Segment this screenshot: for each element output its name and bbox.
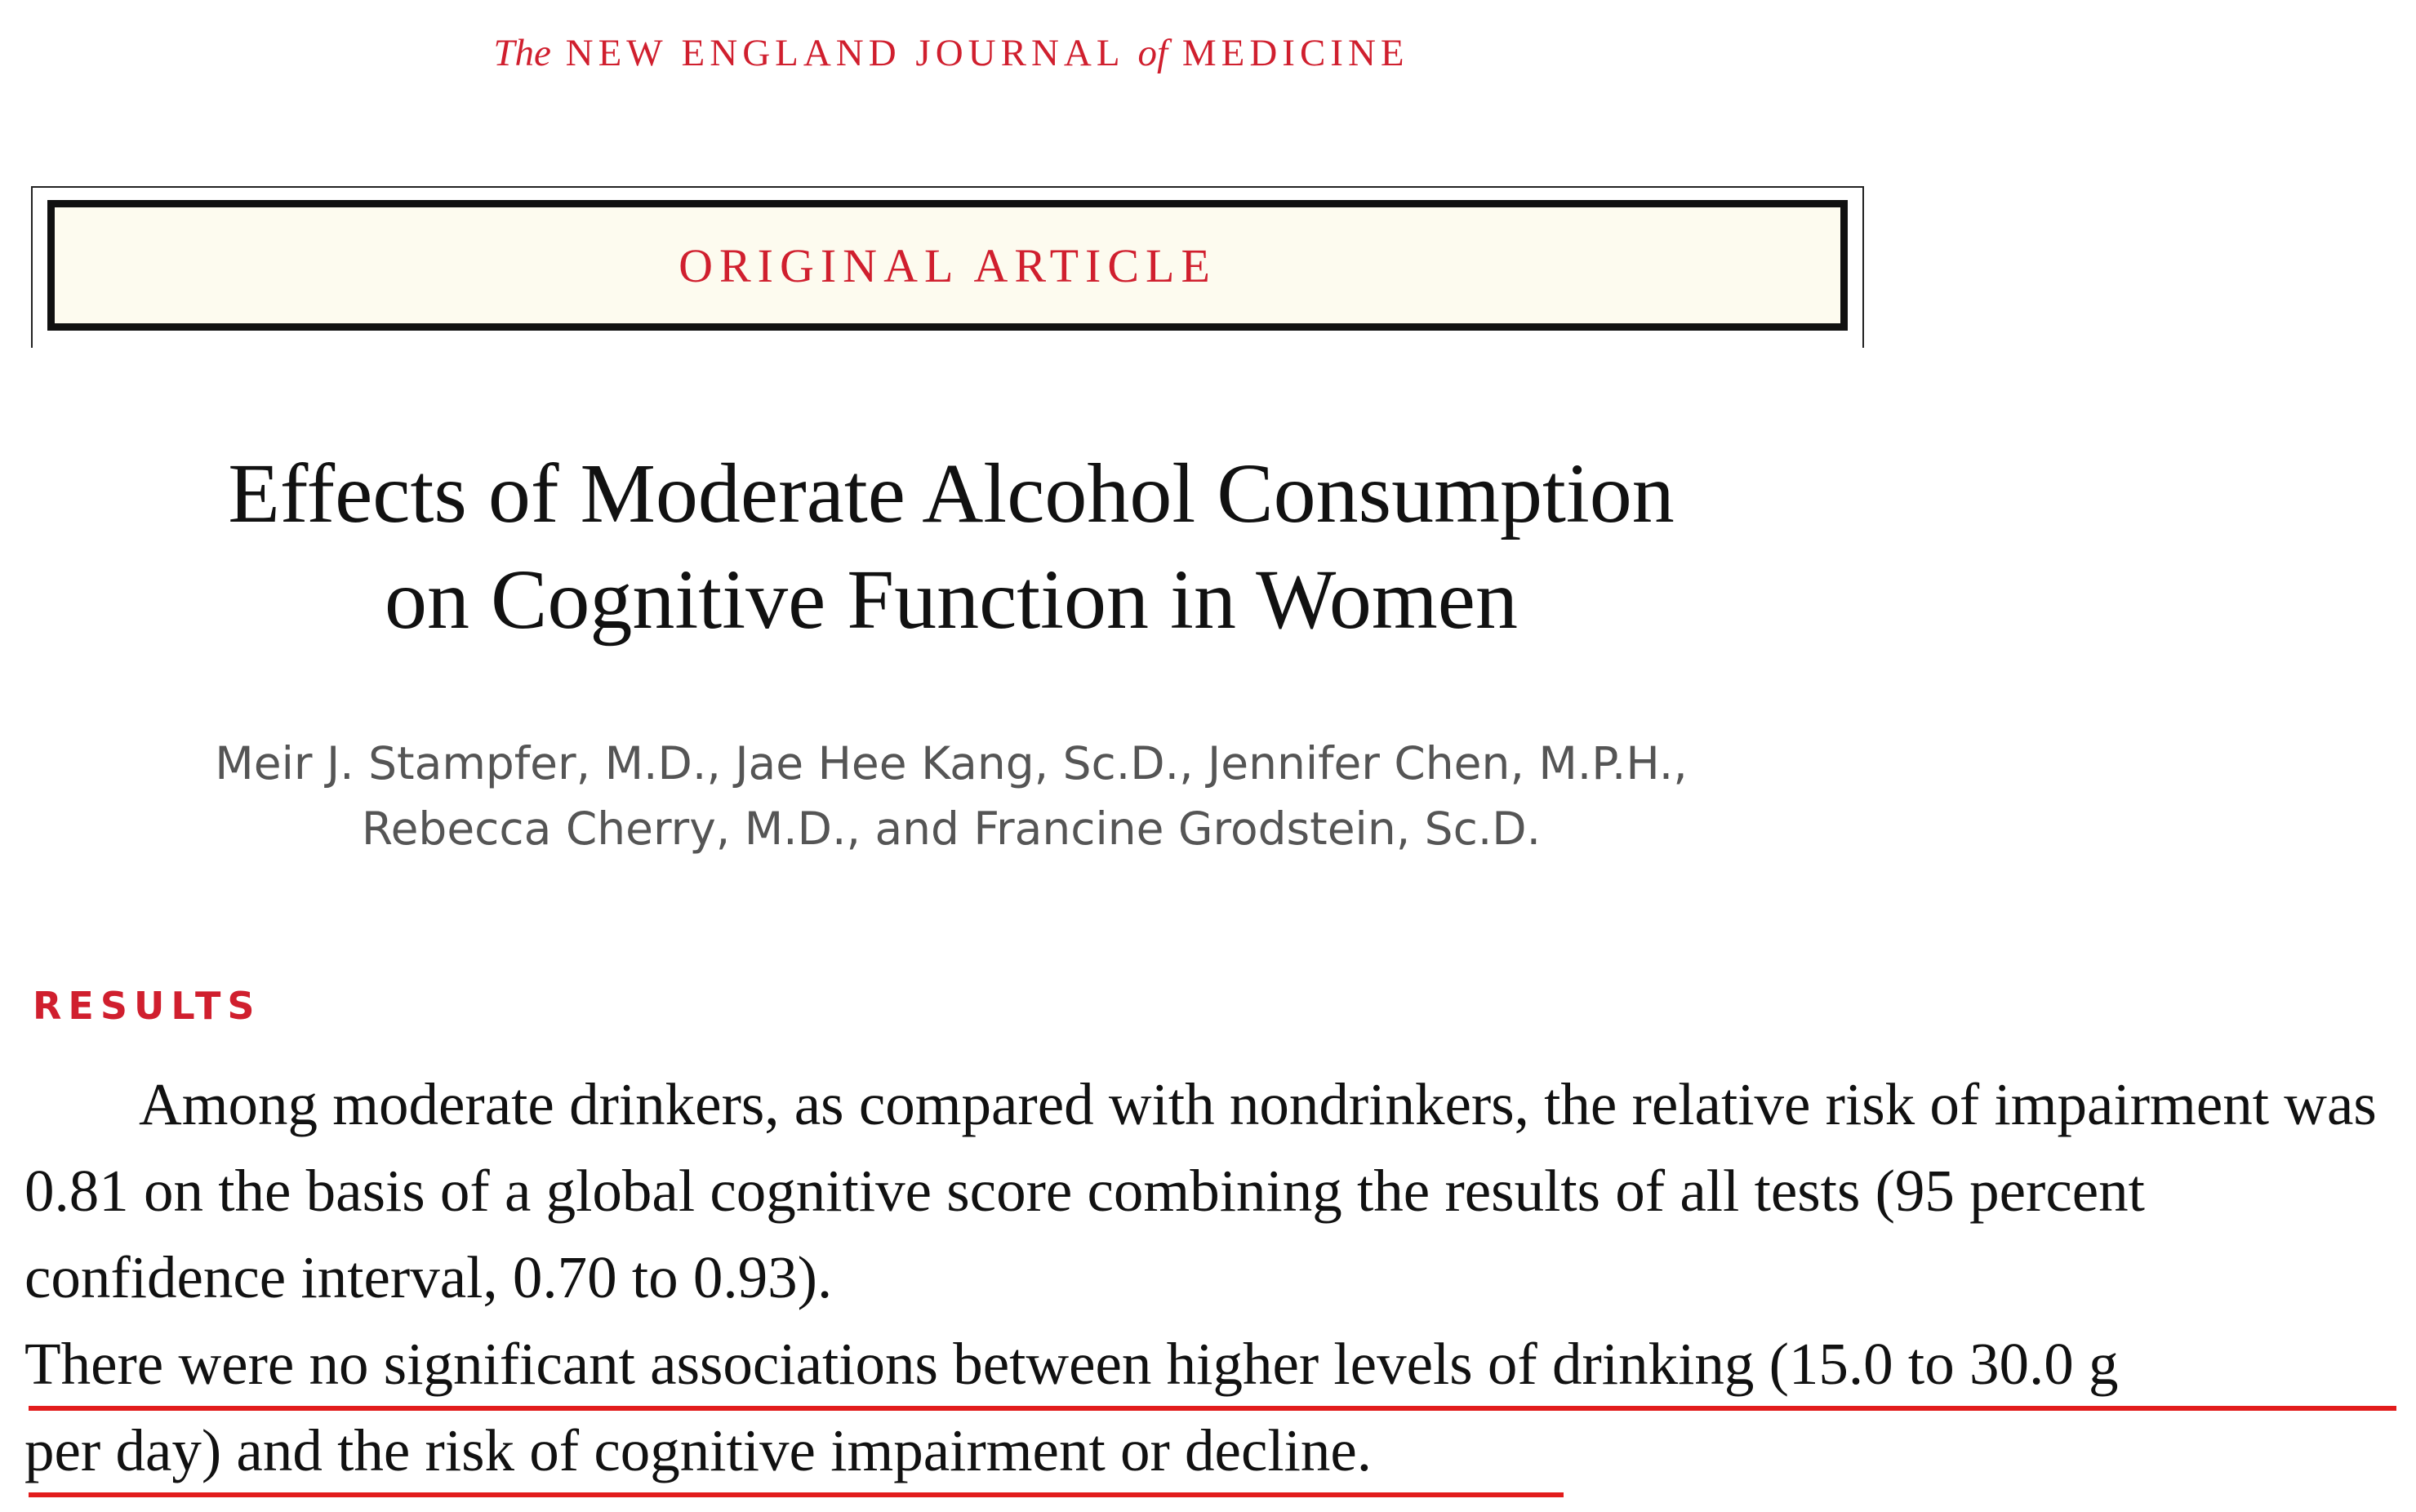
article-title-line2: on Cognitive Function in Women xyxy=(385,553,1518,647)
highlighted-finding: There were no significant associations b… xyxy=(24,1321,2396,1497)
article-type-label: ORIGINAL ARTICLE xyxy=(679,238,1217,292)
author-list-line2: Rebecca Cherry, M.D., and Francine Grods… xyxy=(361,803,1542,855)
highlighted-finding-line2: per day) and the risk of cognitive impai… xyxy=(24,1407,2376,1497)
highlighted-finding-line1: There were no significant associations b… xyxy=(24,1321,2396,1411)
author-list-line1: Meir J. Stampfer, M.D., Jae Hee Kang, Sc… xyxy=(215,737,1688,789)
results-heading: RESULTS xyxy=(33,984,261,1028)
article-title: Effects of Moderate Alcohol Consumption … xyxy=(0,441,1902,653)
results-section: Among moderate drinkers, as compared wit… xyxy=(24,1061,2416,1497)
journal-header: The NEW ENGLAND JOURNAL of MEDICINE xyxy=(0,31,1902,75)
journal-the: The xyxy=(493,32,551,74)
journal-of: of xyxy=(1137,32,1168,74)
article-type-box: ORIGINAL ARTICLE xyxy=(47,200,1848,331)
article-type-frame xyxy=(31,186,1864,348)
journal-name-part2: MEDICINE xyxy=(1181,32,1409,74)
journal-name-part1: NEW ENGLAND JOURNAL xyxy=(565,32,1123,74)
author-list: Meir J. Stampfer, M.D., Jae Hee Kang, Sc… xyxy=(0,731,1902,861)
results-paragraph: Among moderate drinkers, as compared wit… xyxy=(24,1071,2377,1310)
article-title-line1: Effects of Moderate Alcohol Consumption xyxy=(228,447,1675,540)
